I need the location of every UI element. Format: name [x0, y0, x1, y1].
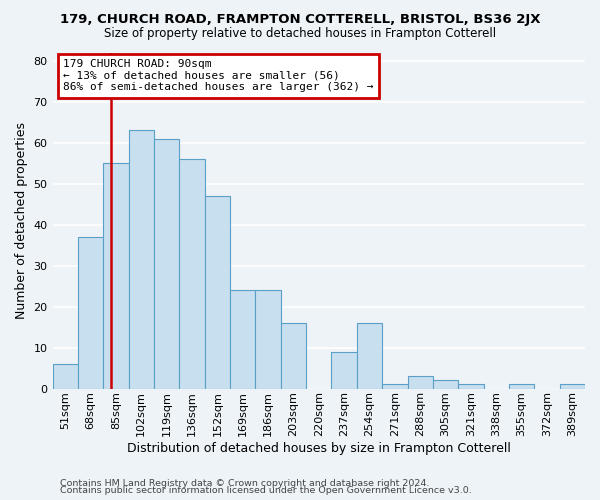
Bar	[281, 323, 306, 388]
Text: Contains public sector information licensed under the Open Government Licence v3: Contains public sector information licen…	[60, 486, 472, 495]
Bar	[154, 138, 179, 388]
Y-axis label: Number of detached properties: Number of detached properties	[15, 122, 28, 319]
Bar	[103, 163, 128, 388]
Text: Contains HM Land Registry data © Crown copyright and database right 2024.: Contains HM Land Registry data © Crown c…	[60, 478, 430, 488]
Bar	[205, 196, 230, 388]
Bar	[382, 384, 407, 388]
Bar	[128, 130, 154, 388]
Bar	[357, 323, 382, 388]
Bar	[230, 290, 256, 388]
Bar	[53, 364, 78, 388]
Bar	[256, 290, 281, 388]
Text: 179, CHURCH ROAD, FRAMPTON COTTERELL, BRISTOL, BS36 2JX: 179, CHURCH ROAD, FRAMPTON COTTERELL, BR…	[60, 12, 540, 26]
Bar	[78, 237, 103, 388]
Bar	[509, 384, 534, 388]
Bar	[458, 384, 484, 388]
Bar	[560, 384, 585, 388]
Bar	[407, 376, 433, 388]
Text: 179 CHURCH ROAD: 90sqm
← 13% of detached houses are smaller (56)
86% of semi-det: 179 CHURCH ROAD: 90sqm ← 13% of detached…	[63, 59, 374, 92]
Bar	[331, 352, 357, 389]
Bar	[433, 380, 458, 388]
Text: Size of property relative to detached houses in Frampton Cotterell: Size of property relative to detached ho…	[104, 28, 496, 40]
Bar	[179, 159, 205, 388]
X-axis label: Distribution of detached houses by size in Frampton Cotterell: Distribution of detached houses by size …	[127, 442, 511, 455]
